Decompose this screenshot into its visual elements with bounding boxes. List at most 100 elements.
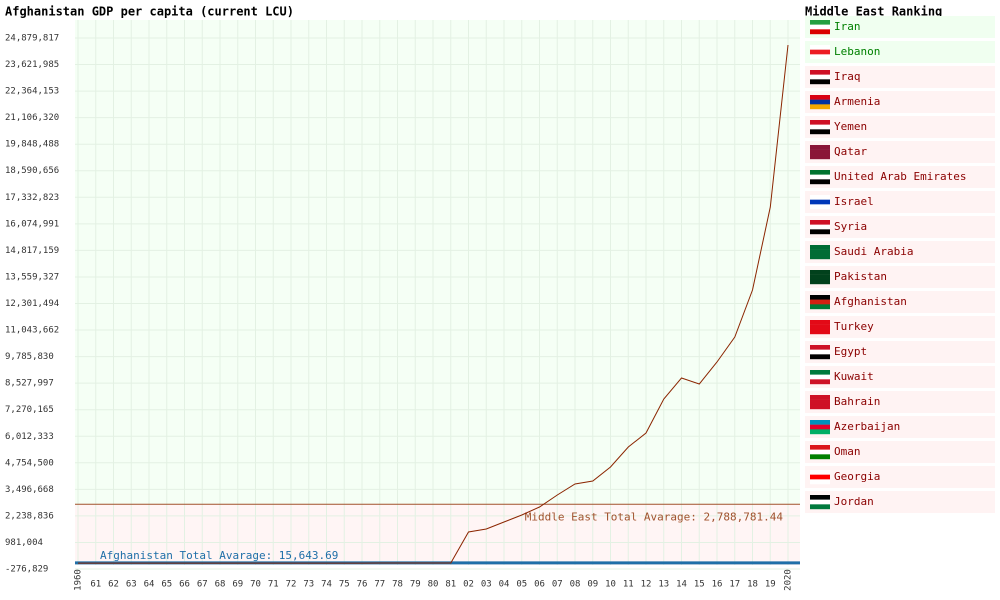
flag-stripe bbox=[810, 370, 830, 375]
plot-above bbox=[75, 20, 800, 505]
flag-stripe bbox=[810, 199, 830, 205]
row-bg bbox=[805, 191, 995, 213]
flag-stripe bbox=[810, 204, 830, 210]
y-tick-label: 2,238,836 bbox=[5, 511, 54, 521]
flag-stripe bbox=[810, 379, 830, 385]
y-tick-label: 3,496,668 bbox=[5, 485, 54, 495]
row-bg bbox=[805, 266, 995, 288]
country-name: Bahrain bbox=[834, 395, 880, 408]
country-name: Iran bbox=[834, 20, 861, 33]
ranking-row: Lebanon bbox=[805, 41, 995, 63]
ranking-row: Oman bbox=[805, 441, 995, 463]
plot-below bbox=[75, 504, 800, 565]
y-tick-label: 13,559,327 bbox=[5, 272, 59, 282]
flag-stripe bbox=[810, 174, 830, 180]
ranking-row: Azerbaijan bbox=[805, 416, 995, 438]
ranking-row: Iran bbox=[805, 16, 995, 38]
flag-stripe bbox=[810, 95, 830, 100]
flag-stripe bbox=[810, 154, 830, 160]
flag-stripe bbox=[810, 124, 830, 130]
y-tick-label: 6,012,333 bbox=[5, 432, 54, 442]
row-bg bbox=[805, 91, 995, 113]
y-tick-label: 18,590,656 bbox=[5, 166, 59, 176]
y-tick-label: 8,527,997 bbox=[5, 379, 54, 389]
flag-stripe bbox=[810, 479, 830, 485]
row-bg bbox=[805, 241, 995, 263]
x-tick-label: 74 bbox=[321, 580, 332, 590]
ranking-row: Qatar bbox=[805, 141, 995, 163]
x-tick-label: 75 bbox=[339, 580, 350, 590]
flag-stripe bbox=[810, 99, 830, 105]
y-tick-label: 11,043,662 bbox=[5, 326, 59, 336]
x-tick-label: 06 bbox=[534, 580, 545, 590]
y-tick-label: 4,754,500 bbox=[5, 458, 54, 468]
y-tick-label: 12,301,494 bbox=[5, 299, 59, 309]
row-bg bbox=[805, 41, 995, 63]
flag-stripe bbox=[810, 245, 830, 250]
x-tick-label: 03 bbox=[481, 580, 492, 590]
ranking-row: Georgia bbox=[805, 466, 995, 488]
y-tick-label: 21,106,320 bbox=[5, 113, 59, 123]
flag-stripe bbox=[810, 424, 830, 430]
ranking-row: Jordan bbox=[805, 491, 995, 513]
flag-stripe bbox=[810, 499, 830, 505]
flag-stripe bbox=[810, 295, 830, 300]
flag-stripe bbox=[810, 29, 830, 35]
x-tick-label: 11 bbox=[623, 580, 634, 590]
flag-stripe bbox=[810, 170, 830, 175]
ranking-row: Pakistan bbox=[805, 266, 995, 288]
x-tick-label: 78 bbox=[392, 580, 403, 590]
flag-stripe bbox=[810, 270, 830, 275]
x-tick-label: 13 bbox=[658, 580, 669, 590]
ranking-title: Middle East Ranking bbox=[805, 5, 942, 19]
country-name: Jordan bbox=[834, 495, 874, 508]
y-tick-label: 19,848,488 bbox=[5, 140, 59, 150]
country-name: Afghanistan bbox=[834, 295, 907, 308]
country-name: Armenia bbox=[834, 95, 880, 108]
flag-stripe bbox=[810, 220, 830, 225]
flag-stripe bbox=[810, 179, 830, 185]
row-bg bbox=[805, 291, 995, 313]
country-name: United Arab Emirates bbox=[834, 170, 966, 183]
y-tick-label: 17,332,823 bbox=[5, 193, 59, 203]
x-tick-label: 80 bbox=[428, 580, 439, 590]
flag-stripe bbox=[810, 354, 830, 360]
flag-stripe bbox=[810, 74, 830, 80]
country-name: Kuwait bbox=[834, 370, 874, 383]
country-name: Georgia bbox=[834, 470, 880, 483]
reference-label: Middle East Total Avarage: 2,788,781.44 bbox=[525, 510, 784, 523]
y-tick-label: 22,364,153 bbox=[5, 87, 59, 97]
x-tick-label: 15 bbox=[694, 580, 705, 590]
y-tick-label: 7,270,165 bbox=[5, 405, 54, 415]
flag-stripe bbox=[810, 145, 830, 150]
x-tick-label: 16 bbox=[712, 580, 723, 590]
x-tick-label: 61 bbox=[90, 580, 101, 590]
row-bg bbox=[805, 366, 995, 388]
row-bg bbox=[805, 316, 995, 338]
flag-stripe bbox=[810, 349, 830, 355]
x-tick-label: 67 bbox=[197, 580, 208, 590]
flag-stripe bbox=[810, 49, 830, 55]
row-bg bbox=[805, 116, 995, 138]
row-bg bbox=[805, 391, 995, 413]
flag-stripe bbox=[810, 395, 830, 400]
row-bg bbox=[805, 441, 995, 463]
x-tick-label: 18 bbox=[747, 580, 758, 590]
x-tick-label: 79 bbox=[410, 580, 421, 590]
x-tick-label: 64 bbox=[144, 580, 155, 590]
y-tick-label: 24,879,817 bbox=[5, 34, 59, 44]
ranking-row: Israel bbox=[805, 191, 995, 213]
country-name: Pakistan bbox=[834, 270, 887, 283]
x-tick-label: 77 bbox=[374, 580, 385, 590]
row-bg bbox=[805, 141, 995, 163]
x-tick-label: 66 bbox=[179, 580, 190, 590]
country-name: Qatar bbox=[834, 145, 867, 158]
x-tick-label: 08 bbox=[570, 580, 581, 590]
chart-title: Afghanistan GDP per capita (current LCU) bbox=[5, 5, 294, 19]
x-tick-label: 09 bbox=[587, 580, 598, 590]
flag-stripe bbox=[810, 404, 830, 410]
x-tick-label: 10 bbox=[605, 580, 616, 590]
country-name: Israel bbox=[834, 195, 874, 208]
ranking-row: Turkey bbox=[805, 316, 995, 338]
